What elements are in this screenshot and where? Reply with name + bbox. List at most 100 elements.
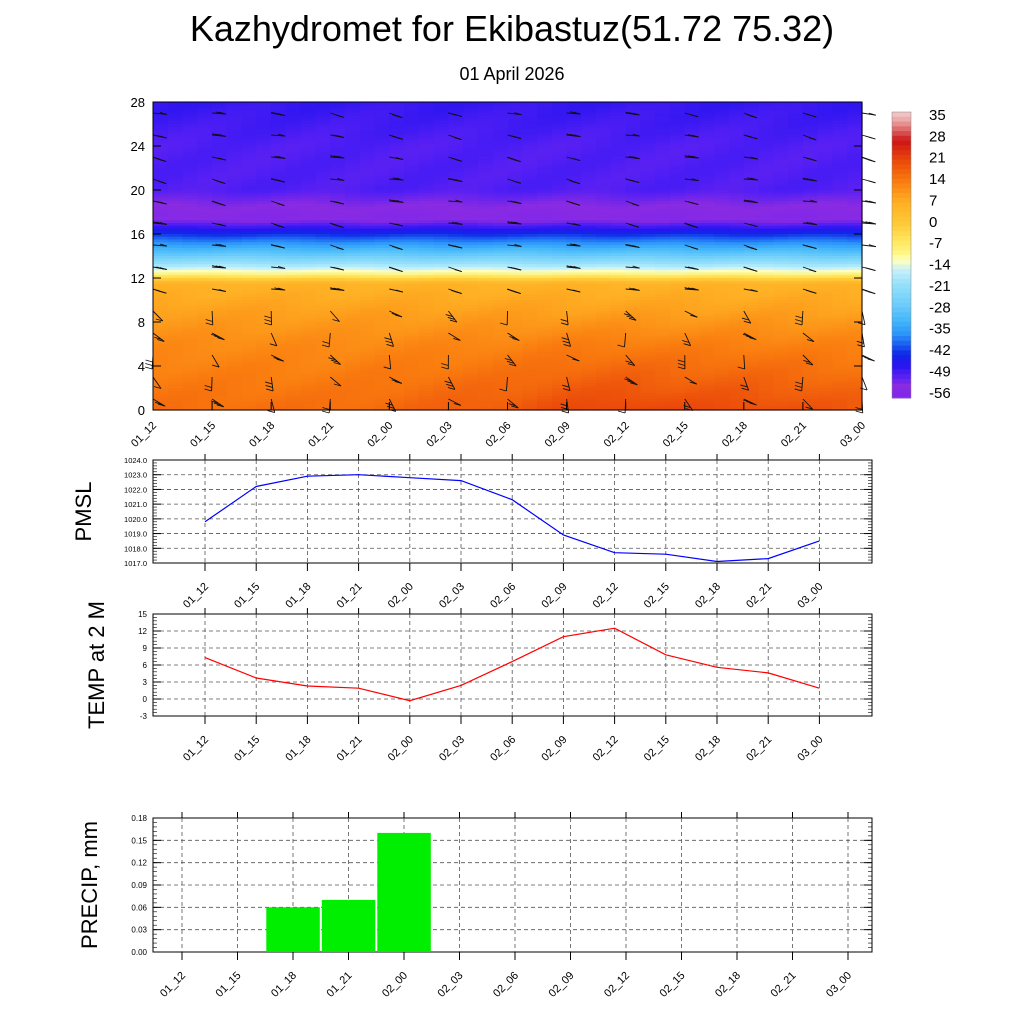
wind-barb-feather bbox=[806, 339, 815, 343]
wind-barb-feather bbox=[569, 243, 578, 247]
colorbar-cell bbox=[892, 364, 911, 370]
wind-barb-feather bbox=[864, 357, 872, 360]
ytick-label: -3 bbox=[140, 712, 148, 721]
wind-barb-feather bbox=[385, 340, 393, 344]
heatmap-ytick-label: 8 bbox=[138, 315, 145, 330]
wind-barb-feather bbox=[803, 359, 811, 363]
wind-barb-feather bbox=[155, 318, 163, 322]
wind-barb-feather bbox=[396, 177, 404, 181]
wind-barb bbox=[743, 376, 750, 391]
wind-barb-feather bbox=[384, 337, 392, 341]
wind-barb-feather bbox=[795, 381, 803, 385]
wind-barb-feather bbox=[514, 221, 522, 225]
colorbar-cell bbox=[892, 207, 911, 213]
xtick-label: 02_06 bbox=[488, 581, 518, 611]
wind-barb-feather bbox=[504, 358, 512, 361]
xtick-label: 02_12 bbox=[591, 581, 621, 611]
xtick-label: 03_00 bbox=[795, 734, 825, 764]
wind-barb-feather bbox=[152, 156, 160, 160]
wind-barb bbox=[152, 376, 162, 389]
wind-barb-feather bbox=[691, 287, 699, 291]
heatmap-ytick-label: 16 bbox=[131, 227, 145, 242]
wind-barb-feather bbox=[333, 134, 341, 138]
wind-barb-feather bbox=[210, 400, 219, 404]
wind-barb bbox=[625, 354, 636, 366]
colorbar-label: -28 bbox=[929, 299, 951, 316]
wind-barb-feather bbox=[868, 221, 877, 225]
wind-barb-feather bbox=[868, 112, 876, 116]
heatmap-xtick-label: 02_21 bbox=[779, 420, 809, 450]
wind-barb-feather bbox=[333, 266, 341, 270]
wind-barb-feather bbox=[809, 178, 817, 182]
xtick-label: 02_12 bbox=[591, 734, 621, 764]
ytick-label: 1020.0 bbox=[124, 515, 147, 524]
colorbar-cell bbox=[892, 393, 911, 399]
colorbar-label: 35 bbox=[929, 107, 946, 124]
wind-barb-feather bbox=[513, 180, 521, 184]
wind-barb bbox=[448, 376, 456, 390]
wind-barb bbox=[566, 244, 581, 247]
wind-barb-feather bbox=[573, 134, 581, 138]
wind-barb bbox=[802, 200, 817, 203]
wind-barb-feather bbox=[386, 405, 395, 409]
wind-barb-feather bbox=[447, 386, 456, 390]
wind-barb-feather bbox=[514, 112, 522, 116]
colorbar-cell bbox=[892, 250, 911, 256]
wind-barb-feather bbox=[865, 267, 873, 271]
wind-barb-feather bbox=[573, 111, 581, 115]
wind-barb-feather bbox=[392, 114, 400, 118]
wind-barb-feather bbox=[264, 315, 272, 319]
wind-barb-feather bbox=[396, 199, 404, 203]
wind-barb-feather bbox=[632, 112, 640, 116]
wind-barb-feather bbox=[154, 401, 163, 405]
wind-barb bbox=[505, 376, 508, 392]
colorbar-label: 28 bbox=[929, 128, 946, 145]
wind-barb-feather bbox=[448, 112, 456, 116]
xtick-label: 02_09 bbox=[547, 970, 577, 1000]
wind-barb-feather bbox=[628, 223, 636, 227]
wind-barb bbox=[684, 376, 698, 385]
wind-barb-feather bbox=[805, 289, 814, 293]
colorbar-cell bbox=[892, 150, 911, 156]
wind-barb bbox=[329, 354, 341, 365]
series-line bbox=[204, 474, 820, 563]
wind-barb-feather bbox=[867, 358, 875, 362]
wind-barb-feather bbox=[573, 289, 581, 293]
heatmap-xtick-label: 02_03 bbox=[424, 420, 454, 450]
xtick-label: 03_00 bbox=[824, 970, 854, 1000]
wind-barb-feather bbox=[269, 343, 277, 347]
colorbar-cell bbox=[892, 121, 911, 127]
wind-barb-feather bbox=[395, 289, 404, 293]
wind-barb-feather bbox=[218, 111, 227, 115]
wind-barb-feather bbox=[743, 266, 751, 270]
colorbar-cell bbox=[892, 355, 911, 361]
wind-barb-feather bbox=[337, 177, 345, 181]
wind-barb-feather bbox=[617, 410, 626, 414]
wind-barb-feather bbox=[333, 362, 341, 365]
wind-barb-feather bbox=[506, 288, 515, 292]
wind-barb-feather bbox=[743, 199, 751, 203]
colorbar-cell bbox=[892, 326, 911, 332]
wind-barb-feather bbox=[216, 404, 224, 408]
wind-barb-feather bbox=[808, 269, 817, 273]
colorbar-cell bbox=[892, 388, 911, 394]
colorbar-cell bbox=[892, 264, 911, 270]
wind-barb-feather bbox=[691, 178, 699, 182]
page-subtitle: 01 April 2026 bbox=[459, 64, 565, 84]
wind-barb-feather bbox=[749, 337, 757, 341]
wind-barb-feather bbox=[273, 357, 281, 361]
wind-barb-feather bbox=[743, 320, 751, 324]
wind-barb-feather bbox=[691, 114, 699, 118]
heatmap-xtick-label: 01_18 bbox=[247, 420, 277, 450]
colorbar-cell bbox=[892, 316, 911, 323]
colorbar-cell bbox=[892, 221, 911, 227]
heatmap-xtick-label: 02_06 bbox=[484, 420, 514, 450]
wind-barb bbox=[566, 398, 570, 413]
wind-barb-feather bbox=[270, 178, 279, 181]
wind-barb-feather bbox=[454, 137, 462, 141]
xtick-label: 01_12 bbox=[158, 970, 188, 1000]
wind-barb-feather bbox=[631, 203, 639, 207]
wind-barb bbox=[270, 376, 274, 391]
wind-barb-feather bbox=[508, 403, 516, 407]
ytick-label: 1019.0 bbox=[124, 530, 147, 539]
